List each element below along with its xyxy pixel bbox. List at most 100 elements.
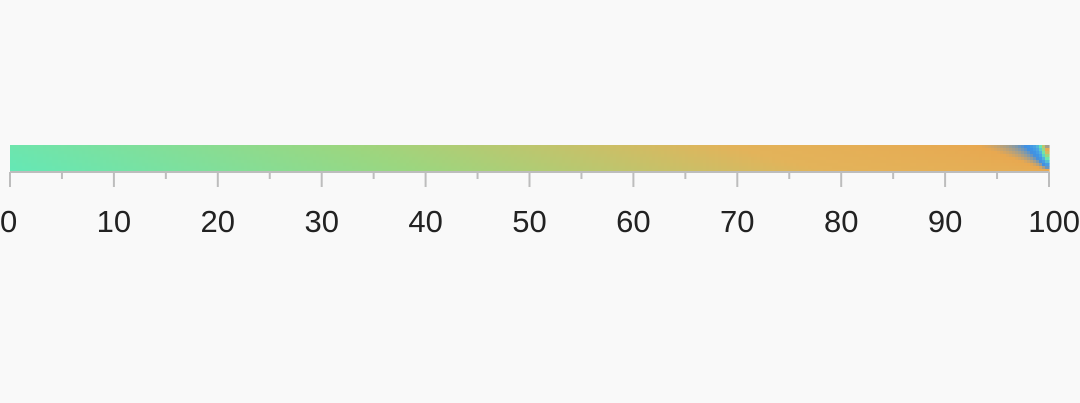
gradient-cell xyxy=(553,151,557,155)
gradient-cell xyxy=(703,169,707,173)
gradient-cell xyxy=(1018,148,1022,152)
gradient-cell xyxy=(592,157,596,161)
gradient-cell xyxy=(106,148,110,152)
gradient-cell xyxy=(622,160,626,164)
gradient-cell xyxy=(514,160,518,164)
gradient-cell xyxy=(478,163,482,167)
gradient-cell xyxy=(883,148,887,152)
gradient-cell xyxy=(286,166,290,170)
gradient-cell xyxy=(127,148,131,152)
gradient-cell xyxy=(355,160,359,164)
gradient-cell xyxy=(499,154,503,158)
gradient-cell xyxy=(643,148,647,152)
gradient-cell xyxy=(820,154,824,158)
gradient-cell xyxy=(835,154,839,158)
gradient-cell xyxy=(670,166,674,170)
gradient-cell xyxy=(40,145,44,149)
gradient-cell xyxy=(613,160,617,164)
gradient-cell xyxy=(751,154,755,158)
gradient-cell xyxy=(820,160,824,164)
gradient-cell xyxy=(727,145,731,149)
gradient-cell xyxy=(715,166,719,170)
gradient-cell xyxy=(742,154,746,158)
gradient-cell xyxy=(391,169,395,173)
gradient-cell xyxy=(616,160,620,164)
gradient-cell xyxy=(781,160,785,164)
gradient-cell xyxy=(688,154,692,158)
gradient-cell xyxy=(436,160,440,164)
gradient-cell xyxy=(400,169,404,173)
gradient-cell xyxy=(136,148,140,152)
gradient-cell xyxy=(625,145,629,149)
gradient-cell xyxy=(1039,163,1043,167)
gradient-cell xyxy=(337,145,341,149)
gradient-cell xyxy=(409,148,413,152)
gradient-cell xyxy=(1009,166,1013,170)
gradient-cell xyxy=(322,163,326,167)
gradient-cell xyxy=(322,169,326,173)
gradient-cell xyxy=(358,166,362,170)
gradient-cell xyxy=(1024,166,1028,170)
gradient-cell xyxy=(784,166,788,170)
gradient-cell xyxy=(19,157,23,161)
gradient-cell xyxy=(220,145,224,149)
gradient-cell xyxy=(304,148,308,152)
gradient-cell xyxy=(952,154,956,158)
gradient-cell xyxy=(64,145,68,149)
gradient-cell xyxy=(667,157,671,161)
gradient-cell xyxy=(823,148,827,152)
gradient-cell xyxy=(913,154,917,158)
gradient-cell xyxy=(487,148,491,152)
gradient-cell xyxy=(532,169,536,173)
gradient-cell xyxy=(127,160,131,164)
gradient-cell xyxy=(142,151,146,155)
gradient-cell xyxy=(823,157,827,161)
gradient-cell xyxy=(1018,169,1022,173)
gradient-cell xyxy=(1039,160,1043,164)
gradient-cell xyxy=(1018,145,1022,149)
gradient-cell xyxy=(238,163,242,167)
gradient-cell xyxy=(772,169,776,173)
gradient-cell xyxy=(58,145,62,149)
gradient-cell xyxy=(697,157,701,161)
gradient-cell xyxy=(409,145,413,149)
gradient-cell xyxy=(457,163,461,167)
gradient-cell xyxy=(751,166,755,170)
gradient-cell xyxy=(559,169,563,173)
gradient-cell xyxy=(637,166,641,170)
gradient-cell xyxy=(931,166,935,170)
gradient-cell xyxy=(73,157,77,161)
gradient-cell xyxy=(799,148,803,152)
gradient-cell xyxy=(337,166,341,170)
gradient-cell xyxy=(1039,145,1043,149)
gradient-cell xyxy=(1033,166,1037,170)
gradient-cell xyxy=(508,169,512,173)
gradient-cell xyxy=(637,157,641,161)
gradient-cell xyxy=(454,160,458,164)
gradient-cell xyxy=(172,154,176,158)
gradient-cell xyxy=(541,148,545,152)
gradient-cell xyxy=(397,169,401,173)
gradient-cell xyxy=(466,160,470,164)
gradient-cell xyxy=(91,154,95,158)
gradient-cell xyxy=(892,166,896,170)
gradient-cell xyxy=(1000,154,1004,158)
gradient-cell xyxy=(862,151,866,155)
gradient-cell xyxy=(616,157,620,161)
gradient-cell xyxy=(55,160,59,164)
gradient-cell xyxy=(868,163,872,167)
gradient-cell xyxy=(1027,145,1031,149)
gradient-cell xyxy=(637,163,641,167)
gradient-cell xyxy=(586,160,590,164)
gradient-cell xyxy=(997,151,1001,155)
gradient-cell xyxy=(685,148,689,152)
gradient-cell xyxy=(70,151,74,155)
gradient-cell xyxy=(703,151,707,155)
gradient-cell xyxy=(166,154,170,158)
gradient-cell xyxy=(505,163,509,167)
gradient-cell xyxy=(727,169,731,173)
gradient-cell xyxy=(583,148,587,152)
gradient-cell xyxy=(268,154,272,158)
gradient-cell xyxy=(415,157,419,161)
gradient-cell xyxy=(109,160,113,164)
